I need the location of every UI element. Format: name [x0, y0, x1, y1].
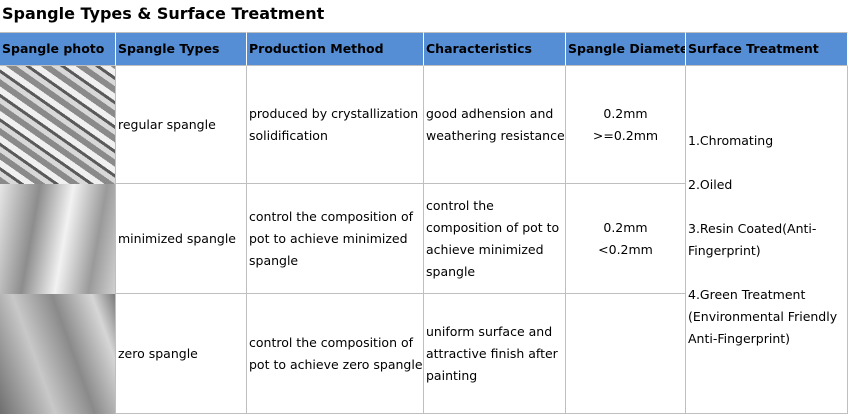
method-cell: control the composition of pot to achieve… [247, 184, 424, 294]
cell-text: Anti-Fingerprint) [688, 331, 791, 346]
diameter-cell: 0.2mm >=0.2mm [566, 66, 686, 184]
type-cell: zero spangle [116, 294, 247, 414]
cell-text: achieve minimized [426, 241, 544, 257]
cell-text: Spangle photo [2, 41, 105, 56]
diameter-cell [566, 294, 686, 414]
cell-text: <0.2mm [598, 241, 653, 257]
header-cell: Spangle photo [0, 32, 116, 66]
cell-text: spangle [426, 263, 476, 279]
cell-text: >=0.2mm [592, 127, 659, 143]
cell-text: Production Method [249, 41, 384, 56]
method-cell: control the composition of pot to achieve… [247, 294, 424, 414]
header-cell: Spangle Types [116, 32, 247, 66]
cell-text: composition of pot to [426, 219, 560, 235]
cell-text: pot to achieve minimized [249, 230, 408, 246]
characteristics-cell: control the composition of pot to achieve … [424, 184, 566, 294]
cell-text: attractive finish after [426, 345, 558, 361]
header-cell: Spangle Diameter [566, 32, 686, 66]
spacer [688, 196, 845, 218]
spangle-photo [0, 66, 116, 184]
cell-text: painting [426, 367, 478, 383]
cell-text: 4.Green Treatment [688, 287, 806, 302]
cell-text: Surface Treatment [688, 41, 819, 56]
cell-text: uniform surface and [426, 323, 553, 339]
cell-text: Characteristics [426, 41, 532, 56]
cell-text: produced by crystallization [249, 105, 419, 121]
title: Spangle Types & Surface Treatment [2, 4, 325, 23]
spacer [688, 262, 845, 284]
cell-text: Spangle Types [118, 41, 220, 56]
cell-text: pot to achieve zero spangle [249, 356, 423, 372]
cell-text: 0.2mm [603, 219, 648, 235]
spangle-photo [0, 294, 116, 414]
type-cell: minimized spangle [116, 184, 247, 294]
header-cell: Surface Treatment [686, 32, 848, 66]
cell-text: Spangle Diameter [568, 41, 686, 56]
cell-text: minimized spangle [118, 230, 236, 246]
diameter-cell: 0.2mm <0.2mm [566, 184, 686, 294]
cell-text: solidification [249, 127, 328, 143]
cell-text: 3.Resin Coated(Anti- [688, 221, 817, 236]
cell-text: control the composition of [249, 208, 414, 224]
characteristics-cell: uniform surface and attractive finish aft… [424, 294, 566, 414]
cell-text: Fingerprint) [688, 243, 761, 258]
type-cell: regular spangle [116, 66, 247, 184]
cell-text: (Environmental Friendly [688, 309, 838, 324]
method-cell: produced by crystallization solidificatio… [247, 66, 424, 184]
cell-text: 2.Oiled [688, 177, 733, 192]
header-cell: Production Method [247, 32, 424, 66]
surface-treatment-cell: 1.Chromating 2.Oiled 3.Resin Coated(Anti- F… [686, 66, 848, 414]
characteristics-cell: good adhension and weathering resistance [424, 66, 566, 184]
spacer [688, 152, 845, 174]
cell-text: control the [426, 197, 494, 213]
cell-text: weathering resistance [426, 127, 565, 143]
cell-text: zero spangle [118, 345, 198, 361]
cell-text: regular spangle [118, 116, 216, 132]
cell-text: spangle [249, 252, 299, 268]
cell-text: 1.Chromating [688, 133, 774, 148]
spangle-photo [0, 184, 116, 294]
cell-text: control the composition of [249, 334, 414, 350]
cell-text: good adhension and [426, 105, 554, 121]
header-cell: Characteristics [424, 32, 566, 66]
cell-text: 0.2mm [603, 105, 648, 121]
